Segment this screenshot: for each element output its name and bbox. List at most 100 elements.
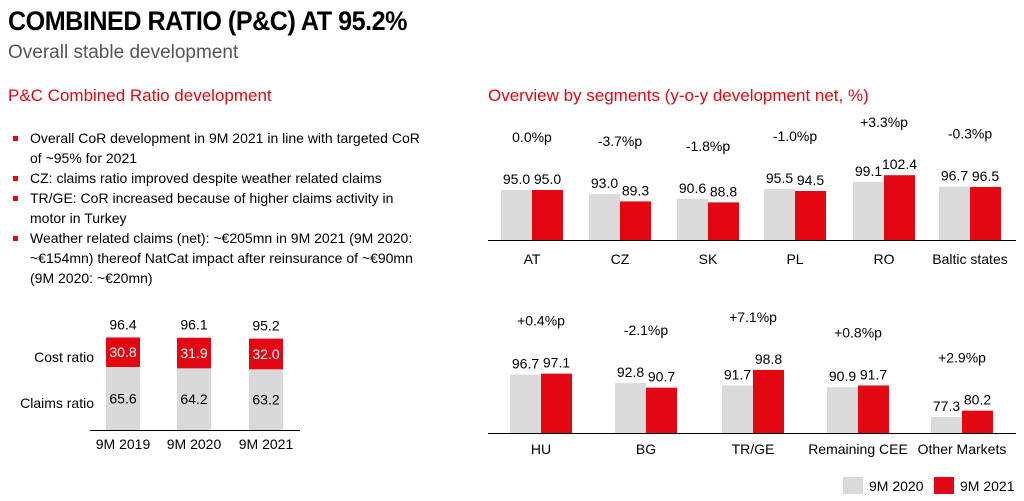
cost-ratio-bar bbox=[249, 338, 283, 370]
value-label: 77.3 bbox=[933, 398, 960, 414]
bullet-item: CZ: claims ratio improved despite weathe… bbox=[12, 168, 432, 188]
segment-bottom-bar-2020 bbox=[510, 374, 541, 433]
segment-top-bar-2020 bbox=[501, 190, 532, 240]
cost-ratio-label: 32.0 bbox=[252, 346, 279, 362]
segment-bottom-bar-2021 bbox=[753, 369, 784, 433]
page-title: COMBINED RATIO (P&C) AT 95.2% bbox=[8, 6, 407, 36]
claims-ratio-bar bbox=[249, 369, 283, 430]
x-tick-label: Other Markets bbox=[918, 441, 1007, 457]
legend-swatch-2020 bbox=[843, 477, 863, 494]
value-label: 91.7 bbox=[860, 366, 887, 382]
segment-top-bar-2021 bbox=[884, 175, 915, 240]
segment-top-bar-2021 bbox=[970, 187, 1001, 240]
left-section-title: P&C Combined Ratio development bbox=[8, 86, 272, 105]
segment-bottom-bar-2021 bbox=[962, 410, 993, 433]
cost-ratio-label: 30.8 bbox=[109, 344, 136, 360]
value-label: 88.8 bbox=[710, 183, 737, 199]
x-tick-label: PL bbox=[786, 251, 803, 267]
x-tick-label: 9M 2021 bbox=[239, 436, 294, 452]
segment-top-bar-2021 bbox=[708, 202, 739, 240]
segment-top-bar-2021 bbox=[532, 190, 563, 240]
segment-top-bar-2020 bbox=[939, 186, 970, 240]
value-label: 90.9 bbox=[829, 368, 856, 384]
claims-ratio-label: 64.2 bbox=[180, 391, 207, 407]
segment-top-bar-2020 bbox=[764, 189, 795, 240]
value-label: 96.7 bbox=[941, 168, 968, 184]
bullet-item: Weather related claims (net): ~€205mn in… bbox=[12, 228, 432, 288]
value-label: 95.0 bbox=[534, 171, 561, 187]
change-annotation: +3.3%p bbox=[860, 114, 908, 130]
value-label: 93.0 bbox=[591, 175, 618, 191]
change-annotation: -0.3%p bbox=[948, 126, 993, 142]
bullet-item: Overall CoR development in 9M 2021 in li… bbox=[12, 128, 432, 168]
total-label: 95.2 bbox=[252, 318, 279, 334]
value-label: 102.4 bbox=[882, 156, 917, 172]
cost-ratio-bar bbox=[177, 337, 211, 369]
value-label: 99.1 bbox=[855, 163, 882, 179]
segment-bottom-bar-2020 bbox=[827, 387, 858, 433]
value-label: 90.6 bbox=[679, 180, 706, 196]
cost-ratio-label: 31.9 bbox=[180, 345, 207, 361]
claims-ratio-label: 65.6 bbox=[109, 391, 136, 407]
series-label-cost: Cost ratio bbox=[34, 349, 94, 365]
claims-ratio-bar bbox=[106, 367, 140, 430]
change-annotation: -2.1%p bbox=[624, 322, 669, 338]
segment-bottom-bar-2020 bbox=[722, 385, 753, 433]
segment-bottom-bar-2021 bbox=[858, 385, 889, 433]
page-subtitle: Overall stable development bbox=[8, 42, 239, 63]
value-label: 95.0 bbox=[503, 171, 530, 187]
legend-label-2021: 9M 2021 bbox=[960, 478, 1015, 494]
change-annotation: +2.9%p bbox=[938, 350, 986, 366]
x-tick-label: HU bbox=[531, 441, 551, 457]
change-annotation: 0.0%p bbox=[512, 129, 552, 145]
segment-bottom-bar-2021 bbox=[541, 373, 572, 433]
segment-bottom-bar-2020 bbox=[931, 417, 962, 433]
value-label: 96.5 bbox=[972, 168, 999, 184]
x-tick-label: RO bbox=[874, 251, 895, 267]
segment-bottom-bar-2021 bbox=[646, 387, 677, 433]
segment-top-bar-2020 bbox=[853, 181, 884, 240]
value-label: 80.2 bbox=[964, 392, 991, 408]
x-tick-label: BG bbox=[636, 441, 656, 457]
x-tick-label: CZ bbox=[611, 251, 630, 267]
change-annotation: +7.1%p bbox=[729, 309, 777, 325]
claims-ratio-label: 63.2 bbox=[252, 392, 279, 408]
x-tick-label: 9M 2019 bbox=[96, 436, 151, 452]
value-label: 90.7 bbox=[648, 369, 675, 385]
value-label: 95.5 bbox=[766, 170, 793, 186]
change-annotation: -1.0%p bbox=[773, 128, 818, 144]
legend-swatch-2021 bbox=[934, 477, 954, 494]
segment-top-bar-2020 bbox=[589, 194, 620, 240]
bullet-list: Overall CoR development in 9M 2021 in li… bbox=[12, 128, 432, 288]
legend-label-2020: 9M 2020 bbox=[869, 478, 924, 494]
segment-top-bar-2020 bbox=[677, 198, 708, 240]
total-label: 96.4 bbox=[109, 316, 136, 332]
value-label: 97.1 bbox=[543, 355, 570, 371]
value-label: 89.3 bbox=[622, 182, 649, 198]
x-tick-label: Remaining CEE bbox=[808, 441, 908, 457]
segment-bottom-bar-2020 bbox=[615, 383, 646, 433]
total-label: 96.1 bbox=[180, 317, 207, 333]
x-tick-label: SK bbox=[699, 251, 718, 267]
value-label: 91.7 bbox=[724, 366, 751, 382]
x-tick-label: 9M 2020 bbox=[167, 436, 222, 452]
x-tick-label: TR/GE bbox=[732, 441, 775, 457]
x-tick-label: Baltic states bbox=[932, 251, 1007, 267]
value-label: 92.8 bbox=[617, 364, 644, 380]
x-tick-label: AT bbox=[524, 251, 541, 267]
cost-ratio-bar bbox=[106, 337, 140, 368]
claims-ratio-bar bbox=[177, 368, 211, 430]
value-label: 96.7 bbox=[512, 356, 539, 372]
change-annotation: +0.4%p bbox=[517, 313, 565, 329]
change-annotation: -1.8%p bbox=[686, 138, 731, 154]
series-label-claims: Claims ratio bbox=[20, 395, 94, 411]
change-annotation: -3.7%p bbox=[598, 133, 643, 149]
value-label: 98.8 bbox=[755, 351, 782, 367]
bullet-item: TR/GE: CoR increased because of higher c… bbox=[12, 188, 432, 228]
right-section-title: Overview by segments (y-o-y development … bbox=[488, 86, 869, 105]
segment-top-bar-2021 bbox=[795, 191, 826, 240]
segment-top-bar-2021 bbox=[620, 201, 651, 240]
value-label: 94.5 bbox=[797, 172, 824, 188]
change-annotation: +0.8%p bbox=[834, 324, 882, 340]
